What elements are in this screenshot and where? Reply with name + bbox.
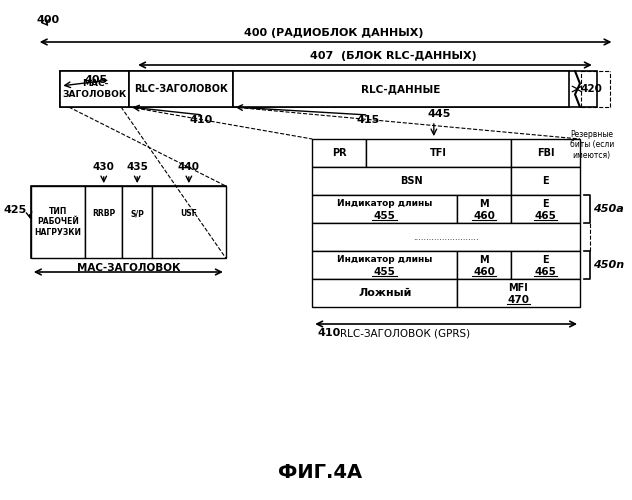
FancyBboxPatch shape	[457, 279, 580, 307]
FancyBboxPatch shape	[31, 186, 226, 258]
Text: E: E	[542, 255, 549, 265]
Text: Индикатор длины: Индикатор длины	[337, 200, 432, 208]
FancyBboxPatch shape	[511, 139, 580, 167]
Text: E: E	[542, 199, 549, 209]
Text: RLC-ДАННЫЕ: RLC-ДАННЫЕ	[362, 84, 441, 94]
Text: 420: 420	[581, 84, 603, 94]
FancyBboxPatch shape	[152, 186, 226, 258]
Text: 460: 460	[473, 211, 495, 221]
Text: 445: 445	[427, 109, 451, 119]
Text: 415: 415	[357, 115, 380, 125]
Text: 430: 430	[93, 162, 114, 172]
Text: RRBP: RRBP	[92, 210, 116, 218]
FancyBboxPatch shape	[511, 167, 580, 195]
FancyBboxPatch shape	[312, 279, 457, 307]
Text: ФИГ.4А: ФИГ.4А	[278, 462, 362, 481]
Text: M: M	[479, 255, 489, 265]
Text: 400 (РАДИОБЛОК ДАННЫХ): 400 (РАДИОБЛОК ДАННЫХ)	[244, 28, 423, 38]
Text: МАС-
ЗАГОЛОВОК: МАС- ЗАГОЛОВОК	[63, 80, 127, 98]
Text: M: M	[479, 199, 489, 209]
FancyBboxPatch shape	[312, 195, 457, 223]
Text: 400: 400	[37, 15, 60, 25]
Text: ТИП
РАБОЧЕЙ
НАГРУЗКИ: ТИП РАБОЧЕЙ НАГРУЗКИ	[35, 207, 82, 237]
FancyBboxPatch shape	[130, 71, 233, 107]
Text: RLC-ЗАГОЛОВОК (GPRS): RLC-ЗАГОЛОВОК (GPRS)	[340, 328, 470, 338]
Text: E: E	[542, 176, 549, 186]
Text: 410: 410	[317, 328, 341, 338]
Text: MFI: MFI	[509, 283, 528, 293]
Text: Индикатор длины: Индикатор длины	[337, 256, 432, 264]
Text: 410: 410	[190, 115, 213, 125]
FancyBboxPatch shape	[312, 251, 457, 279]
FancyBboxPatch shape	[312, 167, 511, 195]
Text: 435: 435	[126, 162, 148, 172]
Text: 455: 455	[374, 211, 396, 221]
Text: RLC-ЗАГОЛОВОК: RLC-ЗАГОЛОВОК	[134, 84, 228, 94]
Text: 407  (БЛОК RLC-ДАННЫХ): 407 (БЛОК RLC-ДАННЫХ)	[310, 51, 477, 61]
Text: Ложный: Ложный	[358, 288, 411, 298]
FancyBboxPatch shape	[367, 139, 511, 167]
Text: 460: 460	[473, 267, 495, 277]
Text: PR: PR	[332, 148, 347, 158]
Text: 450а: 450а	[593, 204, 624, 214]
Text: 450n: 450n	[593, 260, 624, 270]
FancyBboxPatch shape	[233, 71, 569, 107]
Text: 440: 440	[178, 162, 200, 172]
FancyBboxPatch shape	[123, 186, 152, 258]
FancyBboxPatch shape	[312, 139, 367, 167]
Text: S/P: S/P	[130, 210, 144, 218]
Text: .........................: .........................	[413, 232, 479, 241]
Text: 455: 455	[374, 267, 396, 277]
Text: 465: 465	[535, 211, 556, 221]
Text: 405: 405	[85, 75, 107, 85]
Text: 465: 465	[535, 267, 556, 277]
FancyBboxPatch shape	[457, 195, 511, 223]
Text: Резервные
биты (если
имеются): Резервные биты (если имеются)	[569, 130, 614, 160]
FancyBboxPatch shape	[457, 251, 511, 279]
Text: USF: USF	[180, 210, 197, 218]
FancyBboxPatch shape	[61, 71, 597, 107]
Text: TFI: TFI	[430, 148, 447, 158]
FancyBboxPatch shape	[31, 186, 85, 258]
Text: МАС-ЗАГОЛОВОК: МАС-ЗАГОЛОВОК	[76, 263, 180, 273]
FancyBboxPatch shape	[85, 186, 123, 258]
FancyBboxPatch shape	[511, 195, 580, 223]
Text: FBI: FBI	[537, 148, 554, 158]
FancyBboxPatch shape	[511, 251, 580, 279]
FancyBboxPatch shape	[61, 71, 130, 107]
FancyBboxPatch shape	[312, 223, 580, 251]
Text: BSN: BSN	[401, 176, 423, 186]
Text: 425: 425	[4, 205, 27, 215]
Text: 470: 470	[507, 295, 530, 305]
